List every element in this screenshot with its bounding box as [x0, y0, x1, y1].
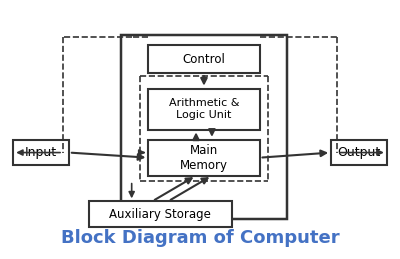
- Text: Auxiliary Storage: Auxiliary Storage: [109, 207, 211, 221]
- Text: Control: Control: [182, 53, 226, 66]
- Text: Block Diagram of Computer: Block Diagram of Computer: [61, 229, 339, 247]
- FancyBboxPatch shape: [13, 140, 69, 165]
- Text: Input: Input: [25, 146, 57, 159]
- FancyBboxPatch shape: [148, 89, 260, 130]
- FancyBboxPatch shape: [120, 35, 287, 219]
- Text: Main
Memory: Main Memory: [180, 144, 228, 172]
- FancyBboxPatch shape: [148, 45, 260, 73]
- Text: Output: Output: [337, 146, 380, 159]
- FancyBboxPatch shape: [331, 140, 387, 165]
- FancyBboxPatch shape: [148, 140, 260, 176]
- FancyBboxPatch shape: [89, 201, 232, 227]
- Text: Arithmetic &
Logic Unit: Arithmetic & Logic Unit: [169, 98, 239, 120]
